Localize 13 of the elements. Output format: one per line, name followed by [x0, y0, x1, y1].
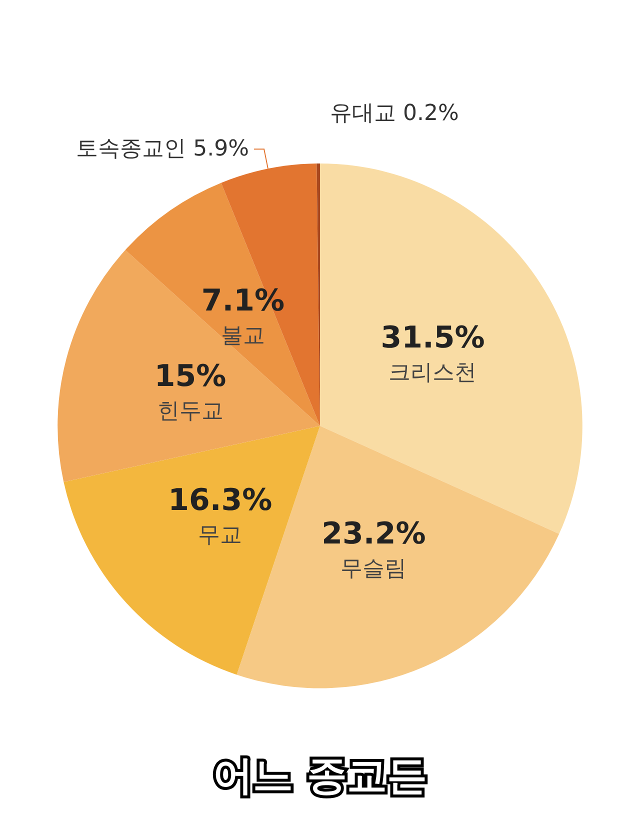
text: 어느 종교든	[213, 753, 427, 799]
slice-label: 무슬림	[340, 556, 407, 582]
slice-label: 불교	[220, 323, 265, 348]
slice-label: 크리스천	[388, 360, 477, 386]
slice-label: 무교	[198, 523, 242, 548]
data-label: 15%	[154, 358, 226, 394]
slice-label: 유대교 0.2%	[330, 100, 459, 126]
data-label: 23.2%	[322, 516, 426, 552]
data-label: 7.1%	[201, 283, 285, 318]
data-label: 31.5%	[380, 320, 485, 356]
data-label: 16.3%	[168, 483, 272, 518]
slice-label: 힌두교	[157, 398, 224, 424]
slice-label: 토속종교인 5.9%	[76, 136, 250, 162]
